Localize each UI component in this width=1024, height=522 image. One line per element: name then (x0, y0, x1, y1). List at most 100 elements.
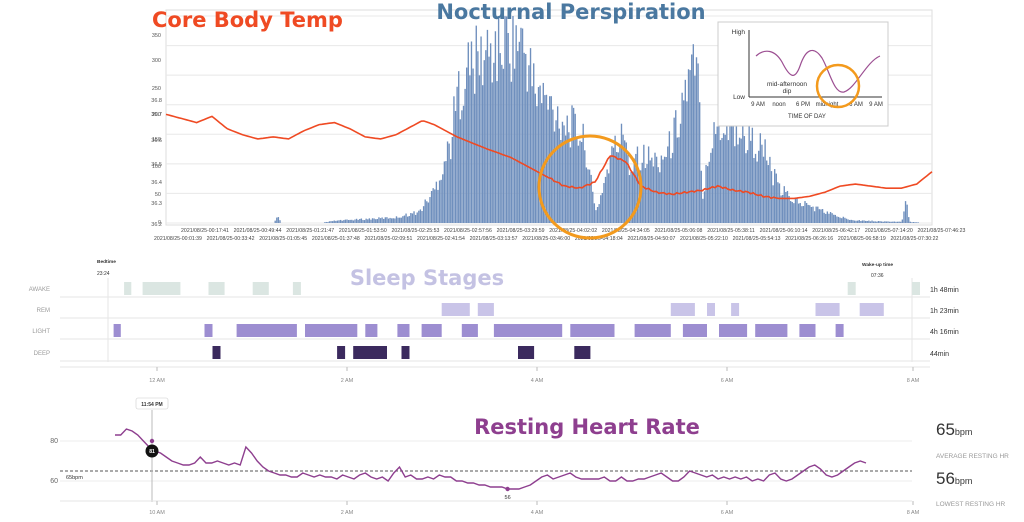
perspiration-bar (327, 222, 329, 223)
perspiration-bar (323, 222, 326, 223)
perspiration-bar (424, 199, 426, 223)
perspiration-bar (654, 152, 656, 223)
perspiration-bar (475, 25, 477, 224)
perspiration-bar (454, 111, 457, 223)
perspiration-bar (909, 221, 912, 223)
perspiration-bar (826, 211, 829, 223)
temp-tick-label: 36.8 (151, 98, 162, 104)
perspiration-bar (604, 176, 607, 223)
perspiration-x-tick-bottom: 2021/08/25-05:22:10 (680, 236, 728, 242)
perspiration-bar (797, 203, 800, 223)
perspiration-x-tick-top: 2021/08/25-04:34:05 (602, 228, 650, 234)
perspiration-bar (531, 86, 533, 223)
sleep-segment-rem (670, 303, 695, 316)
perspiration-bar (810, 206, 813, 223)
bar-tick-label: 50 (155, 192, 161, 198)
perspiration-bar (655, 156, 658, 223)
perspiration-bar (807, 204, 809, 223)
inset-curve (755, 49, 881, 93)
perspiration-bar (761, 144, 763, 223)
perspiration-bar (276, 217, 278, 223)
hr-lowest-unit: bpm (955, 476, 973, 486)
perspiration-bar (606, 169, 608, 223)
perspiration-bar (580, 141, 583, 223)
perspiration-x-tick-top: 2021/08/25-00:49:44 (234, 228, 282, 234)
perspiration-bar (912, 222, 915, 223)
perspiration-bar (700, 170, 702, 223)
perspiration-bar (330, 221, 332, 223)
perspiration-bar (825, 213, 827, 223)
perspiration-bar (853, 220, 856, 223)
perspiration-bar (547, 109, 549, 223)
sleep-segment-light (570, 324, 615, 337)
sleep-segment-deep (353, 346, 387, 359)
sleep-segment-rem (707, 303, 715, 316)
perspiration-x-tick-bottom: 2021/08/25-03:13:57 (470, 236, 518, 242)
perspiration-bar (785, 191, 787, 223)
perspiration-bar (809, 205, 811, 223)
perspiration-bar (592, 191, 594, 223)
perspiration-bar (837, 216, 840, 223)
perspiration-x-tick-top: 2021/08/25-07:14:20 (865, 228, 913, 234)
perspiration-bar (904, 201, 907, 223)
perspiration-bar (536, 106, 538, 223)
perspiration-bar (789, 201, 792, 223)
perspiration-bar (847, 219, 849, 223)
perspiration-bar (727, 140, 730, 223)
perspiration-bar (783, 186, 785, 223)
bar-tick-label: 250 (152, 86, 161, 92)
hr-lowest-number: 56 (936, 469, 955, 488)
perspiration-bar (662, 159, 664, 223)
perspiration-bar (756, 161, 758, 223)
perspiration-bar (371, 218, 374, 223)
sleep-stages-chart: Bedtime 23:24 Wake-up time 07:36 AWAKE 1h 48m… (29, 259, 959, 384)
perspiration-bar (818, 209, 821, 223)
perspiration-bar (714, 134, 717, 223)
perspiration-bar (901, 219, 904, 223)
perspiration-x-tick-top: 2021/08/25-01:53:50 (339, 228, 387, 234)
perspiration-bar (333, 220, 335, 223)
perspiration-bar (726, 123, 728, 223)
bar-tick-label: 300 (152, 58, 161, 64)
perspiration-bar (435, 181, 438, 223)
hr-min-label: 56 (505, 495, 511, 501)
perspiration-bar (769, 156, 771, 223)
perspiration-bar (729, 121, 731, 223)
inset-x-label: noon (772, 102, 785, 108)
perspiration-bar (474, 93, 476, 223)
perspiration-bar (616, 152, 618, 223)
perspiration-bar (363, 220, 366, 223)
perspiration-bar (872, 221, 875, 223)
perspiration-bar (595, 210, 597, 223)
sleep-segment-light (204, 324, 213, 337)
perspiration-bar (526, 91, 529, 223)
perspiration-bar (866, 220, 868, 223)
perspiration-bar (378, 217, 380, 223)
perspiration-bar (699, 102, 701, 223)
perspiration-bar (438, 180, 441, 223)
perspiration-bar (624, 140, 626, 223)
perspiration-bar (352, 220, 355, 223)
sleep-segment-awake (847, 282, 856, 295)
perspiration-bar (411, 213, 414, 223)
perspiration-bar (708, 161, 710, 223)
perspiration-bar (668, 131, 671, 223)
perspiration-bar (523, 52, 525, 224)
temp-tick-label: 36.2 (151, 222, 162, 228)
perspiration-bar (459, 119, 461, 223)
perspiration-bar (451, 136, 454, 223)
perspiration-bar (541, 103, 543, 223)
perspiration-bar (649, 160, 651, 223)
perspiration-bar (402, 216, 404, 223)
perspiration-bar (365, 218, 367, 223)
perspiration-bar (445, 161, 447, 223)
perspiration-bar (796, 198, 798, 223)
hr-marker-tooltip (135, 397, 169, 410)
perspiration-bar (422, 206, 425, 223)
perspiration-bar (812, 206, 814, 223)
perspiration-bar (691, 54, 693, 223)
perspiration-bar (598, 204, 600, 223)
bar-tick-label: 0 (158, 220, 161, 226)
perspiration-bar (636, 146, 639, 223)
perspiration-bar (844, 217, 846, 223)
